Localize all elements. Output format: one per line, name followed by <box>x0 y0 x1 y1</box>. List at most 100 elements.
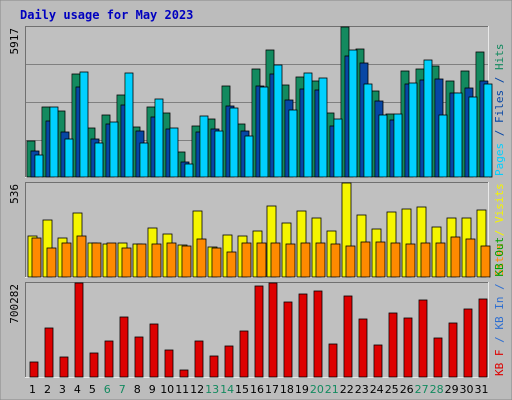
bar-pages-day-5 <box>94 142 104 178</box>
bar-sites-day-9 <box>151 243 162 278</box>
bar-pages-day-29 <box>453 92 463 178</box>
legend-entry: / <box>493 70 506 90</box>
legend-hits-files-pages: Pages / Files / Hits <box>493 44 506 177</box>
bar-kb-f-day-3 <box>59 356 69 378</box>
bar-sites-day-1 <box>31 237 42 278</box>
bar-sites-day-6 <box>106 242 117 278</box>
bar-pages-day-17 <box>273 64 283 178</box>
day-label: 12 <box>190 383 204 396</box>
day-label: 28 <box>430 383 444 396</box>
bar-pages-day-2 <box>49 106 59 178</box>
panel-kbytes: 700282 KB F / KB In / KB Out <box>8 237 506 378</box>
legend-kbytes: KB F / KB In / KB Out <box>493 237 506 376</box>
bar-pages-day-1 <box>34 154 44 178</box>
day-label: 7 <box>119 383 126 396</box>
legend-entry: / <box>493 330 506 350</box>
y-max-label-kbytes: 700282 <box>8 284 21 324</box>
day-label: 23 <box>355 383 369 396</box>
day-label: 9 <box>149 383 156 396</box>
day-label: 2 <box>44 383 51 396</box>
bar-pages-day-22 <box>348 49 358 178</box>
bar-kb-f-day-19 <box>298 293 308 378</box>
panel-hits-files-pages: 5917 Pages / Files / Hits <box>8 26 506 178</box>
bar-sites-day-25 <box>390 242 401 278</box>
bar-kb-f-day-18 <box>283 301 293 378</box>
bar-sites-day-19 <box>300 242 311 278</box>
bar-sites-day-7 <box>121 247 132 278</box>
bar-sites-day-11 <box>181 245 192 278</box>
day-label: 18 <box>280 383 294 396</box>
bar-pages-day-7 <box>124 72 134 178</box>
day-label: 1 <box>29 383 36 396</box>
bar-kb-f-day-5 <box>89 352 99 378</box>
bar-pages-day-23 <box>363 83 373 178</box>
bar-sites-day-8 <box>136 243 147 278</box>
day-label: 6 <box>104 383 111 396</box>
day-label: 10 <box>160 383 174 396</box>
bar-kb-f-day-14 <box>224 345 234 378</box>
bar-pages-day-27 <box>423 59 433 178</box>
bar-pages-day-26 <box>408 82 418 178</box>
bar-pages-day-12 <box>199 115 209 178</box>
bar-kb-f-day-23 <box>358 318 368 378</box>
day-label: 26 <box>400 383 414 396</box>
y-max-label-hits-files-pages: 5917 <box>8 28 21 55</box>
series-sites <box>31 235 491 278</box>
bar-sites-day-30 <box>465 238 476 278</box>
bar-sites-day-2 <box>46 247 57 278</box>
bar-sites-day-24 <box>375 241 386 278</box>
bar-kb-f-day-21 <box>328 343 338 378</box>
bar-pages-day-8 <box>139 142 149 178</box>
legend-entry: / <box>493 123 506 143</box>
bar-pages-day-10 <box>169 127 179 178</box>
bar-sites-day-22 <box>345 245 356 278</box>
bar-pages-day-31 <box>483 83 493 178</box>
day-label: 22 <box>340 383 354 396</box>
legend-entry: / <box>493 223 506 243</box>
day-label: 11 <box>175 383 189 396</box>
bar-pages-day-25 <box>393 113 403 178</box>
bar-kb-f-day-8 <box>134 336 144 378</box>
day-label: 29 <box>445 383 459 396</box>
bar-kb-f-day-7 <box>119 316 129 378</box>
day-label: 31 <box>475 383 489 396</box>
bar-kb-f-day-15 <box>239 330 249 378</box>
bar-sites-day-10 <box>166 242 177 278</box>
day-label: 3 <box>59 383 66 396</box>
bar-pages-day-18 <box>288 109 298 178</box>
bar-sites-day-20 <box>315 242 326 278</box>
bar-pages-day-3 <box>64 138 74 178</box>
day-label: 25 <box>385 383 399 396</box>
chart-title: Daily usage for May 2023 <box>20 8 193 22</box>
day-label: 30 <box>460 383 474 396</box>
legend-entry: Hits <box>493 44 506 71</box>
day-label: 5 <box>89 383 96 396</box>
bar-kb-f-day-28 <box>433 337 443 378</box>
bar-sites-day-26 <box>405 243 416 278</box>
bar-pages-day-13 <box>214 130 224 178</box>
panel-visits-sites: 536 Sites / Visits <box>8 182 506 278</box>
bar-sites-day-13 <box>211 247 222 278</box>
bar-kb-f-day-24 <box>373 344 383 378</box>
day-label: 16 <box>250 383 264 396</box>
bar-kb-f-day-10 <box>164 349 174 378</box>
bar-sites-day-3 <box>61 242 72 278</box>
bar-pages-day-20 <box>318 77 328 178</box>
day-label: 15 <box>235 383 249 396</box>
bar-kb-f-day-30 <box>463 308 473 378</box>
bar-kb-f-day-26 <box>403 317 413 378</box>
bar-sites-day-14 <box>226 251 237 278</box>
legend-entry: Files <box>493 90 506 123</box>
day-label: 4 <box>74 383 81 396</box>
day-label: 24 <box>370 383 384 396</box>
bar-sites-day-21 <box>330 243 341 278</box>
bar-kb-f-day-9 <box>149 323 159 378</box>
day-axis: 1 2 3 4 5 6 7 8 9 10 11 12 13 14 15 16 17 18 19 20 21 22 23 24 2… <box>29 383 489 396</box>
bar-pages-day-21 <box>333 118 343 178</box>
bar-kb-f-day-6 <box>104 340 114 378</box>
bar-pages-day-30 <box>468 96 478 178</box>
bar-pages-day-11 <box>184 163 194 178</box>
chart-panels: 5917 Pages / Files / Hits 536 Sites / Visit… <box>8 26 506 378</box>
bar-sites-day-17 <box>270 242 281 278</box>
